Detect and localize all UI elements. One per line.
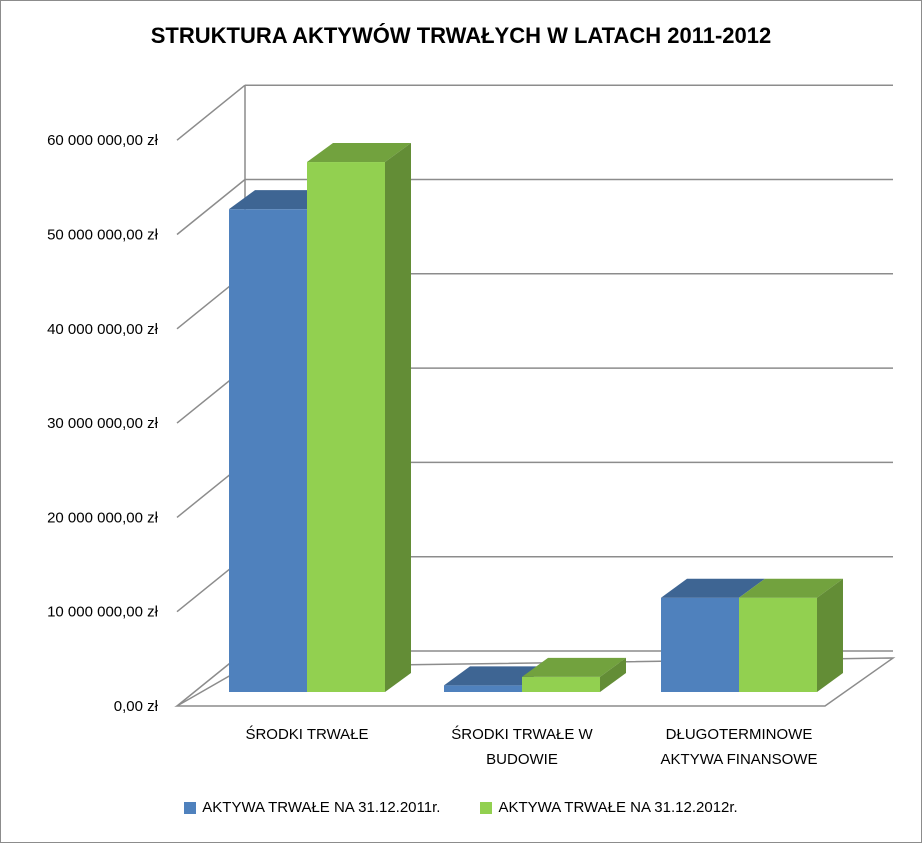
- legend-label: AKTYWA TRWAŁE NA 31.12.2012r.: [498, 799, 738, 816]
- bar-side: [600, 657, 626, 692]
- y-tick-label: 20 000 000,00 zł: [47, 509, 159, 526]
- bar-side: [385, 143, 411, 692]
- legend-swatch: [184, 801, 197, 814]
- legend-label: AKTYWA TRWAŁE NA 31.12.2011r.: [202, 799, 441, 816]
- y-tick-label: 40 000 000,00 zł: [47, 321, 159, 338]
- gridline-diagonal: [176, 178, 246, 236]
- gridline-diagonal: [176, 84, 246, 141]
- x-category-label: AKTYWA FINANSOWE: [661, 751, 818, 768]
- bar-side: [817, 578, 843, 692]
- bar-top: [661, 578, 765, 598]
- legend-item: AKTYWA TRWAŁE NA 31.12.2012r.: [480, 799, 738, 816]
- bar-front: [444, 685, 522, 692]
- bar-front: [522, 676, 600, 692]
- bar-top: [739, 578, 843, 598]
- bar-front: [661, 597, 739, 692]
- chart-legend: AKTYWA TRWAŁE NA 31.12.2011r. AKTYWA TRWA…: [1, 799, 921, 816]
- bar-front: [739, 597, 817, 692]
- x-category-label: ŚRODKI TRWAŁE: [245, 725, 368, 743]
- x-category-label: ŚRODKI TRWAŁE W: [451, 725, 593, 743]
- x-category-label: BUDOWIE: [486, 751, 558, 768]
- bar-front: [229, 209, 307, 692]
- chart-floor: [174, 657, 896, 707]
- chart-title: STRUKTURA AKTYWÓW TRWAŁYCH W LATACH 2011…: [150, 23, 772, 48]
- legend-item: AKTYWA TRWAŁE NA 31.12.2011r.: [184, 799, 440, 816]
- bar-front: [307, 162, 385, 692]
- x-category-label: DŁUGOTERMINOWE: [666, 726, 813, 743]
- bar-top: [522, 657, 626, 677]
- y-tick-label: 60 000 000,00 zł: [47, 132, 159, 149]
- legend-swatch: [480, 801, 493, 814]
- y-tick-label: 10 000 000,00 zł: [47, 604, 159, 621]
- bar-top: [307, 143, 411, 163]
- y-tick-label: 50 000 000,00 zł: [47, 227, 159, 244]
- y-tick-label: 30 000 000,00 zł: [47, 415, 159, 432]
- y-tick-label: 0,00 zł: [114, 698, 159, 715]
